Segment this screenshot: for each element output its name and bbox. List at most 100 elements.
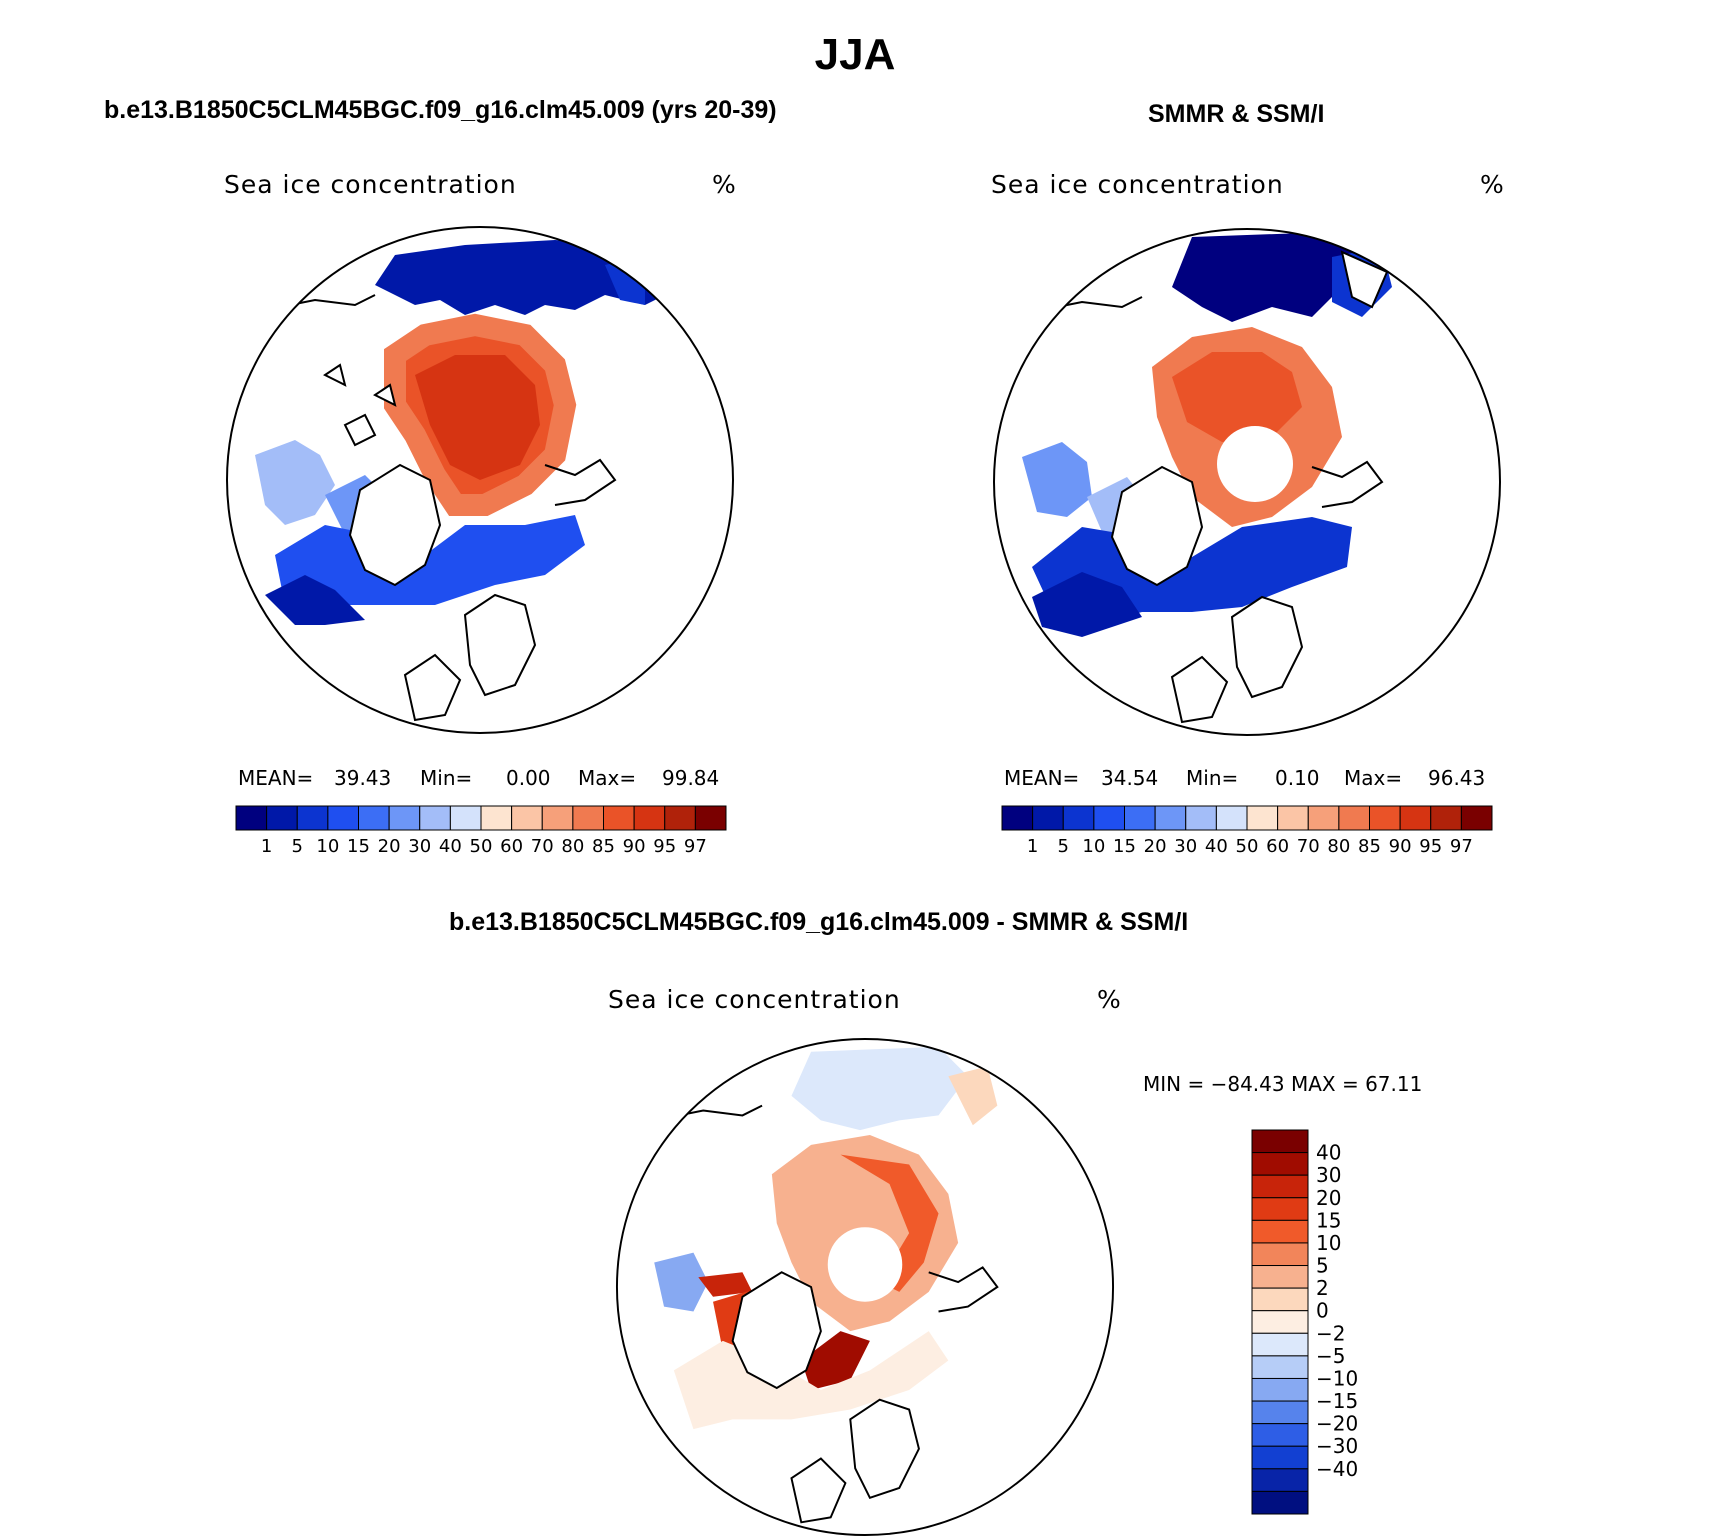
p1-siberia-coast [544, 458, 617, 506]
panel-3-map [615, 1037, 1115, 1537]
cbar1-tick-label: 95 [653, 836, 676, 857]
cbar3-tick-label: 2 [1316, 1276, 1329, 1300]
cbar1-swatch-14 [664, 805, 696, 831]
p2-pacific-ice [1172, 232, 1372, 322]
panel-1-map [226, 226, 734, 734]
cbar3-swatch-16 [1251, 1490, 1309, 1515]
cbar2-swatch-6 [1185, 805, 1217, 831]
p1-europe-coast [403, 653, 462, 722]
panel-2-mean-value: 34.54 [1101, 766, 1159, 790]
p2-bering-land [1340, 250, 1389, 309]
p3-hudson-diff [654, 1252, 709, 1312]
p2-europe-coast [1170, 655, 1229, 724]
p2-scandinavia [1230, 595, 1304, 699]
p1-arch-islands [323, 363, 397, 447]
p1-hudson-ice [255, 440, 335, 525]
cbar2-tick-label: 97 [1450, 836, 1473, 857]
cbar3-swatch-5 [1251, 1242, 1309, 1267]
p1-scandinavia [463, 593, 537, 697]
cbar3-swatch-2 [1251, 1174, 1309, 1199]
cbar3-tick-label: −10 [1316, 1366, 1358, 1390]
p3-scandinavia [849, 1398, 920, 1499]
cbar3-tick-label: 5 [1316, 1254, 1329, 1278]
p3-barents-diff [801, 1331, 870, 1390]
cbar1-swatch-4 [358, 805, 390, 831]
cbar2-tick-label: 80 [1327, 836, 1350, 857]
panel-1-units: % [712, 170, 737, 199]
cbar3-tick-label: −5 [1316, 1344, 1345, 1368]
panel-2-max-label: Max= [1344, 766, 1403, 790]
cbar3-tick-label: 0 [1316, 1299, 1329, 1323]
cbar2-tick-label: 85 [1358, 836, 1381, 857]
cbar1-swatch-5 [388, 805, 421, 831]
cbar2-tick-label: 90 [1389, 836, 1412, 857]
cbar2-swatch-11 [1338, 805, 1370, 831]
p2-arctic-inner [1172, 352, 1302, 442]
cbar1-tick-label: 50 [470, 836, 493, 857]
cbar1-swatch-15 [694, 805, 727, 831]
panel-1-max-label: Max= [578, 766, 637, 790]
cbar2-tick-label: 15 [1113, 836, 1136, 857]
panel-3-title: b.e13.B1850C5CLM45BGC.f09_g16.clm45.009 … [449, 908, 1189, 936]
cbar2-tick-label: 10 [1082, 836, 1105, 857]
cbar1-tick-label: 1 [261, 836, 272, 857]
p1-greenland [348, 463, 442, 587]
cbar1-swatch-0 [235, 805, 268, 831]
cbar1-swatch-8 [480, 805, 513, 831]
cbar3-swatch-12 [1251, 1400, 1309, 1425]
panel-3-minmax: MIN = −84.43 MAX = 67.11 [1143, 1072, 1423, 1096]
cbar1-swatch-7 [449, 805, 482, 831]
cbar1-tick-label: 85 [592, 836, 615, 857]
cbar1-swatch-3 [327, 805, 359, 831]
panel-1-title: b.e13.B1850C5CLM45BGC.f09_g16.clm45.009 … [104, 96, 777, 124]
cbar3-tick-label: −30 [1316, 1434, 1358, 1458]
cbar3-tick-label: 10 [1316, 1231, 1341, 1255]
cbar3-swatch-15 [1251, 1468, 1309, 1492]
cbar1-swatch-11 [572, 805, 604, 831]
p1-pacific-ice [375, 240, 665, 315]
cbar1-tick-label: 10 [316, 836, 339, 857]
panel-2-min-label: Min= [1186, 766, 1239, 790]
panel-1-mean-label: MEAN= [238, 766, 314, 790]
cbar3-swatch-9 [1251, 1332, 1309, 1357]
cbar1-tick-label: 60 [500, 836, 523, 857]
cbar1-tick-label: 97 [684, 836, 707, 857]
cbar2-tick-label: 20 [1144, 836, 1167, 857]
cbar2-swatch-4 [1124, 805, 1156, 831]
p2-siberia-coast [1311, 460, 1384, 508]
cbar2-swatch-9 [1277, 805, 1309, 831]
cbar3-swatch-4 [1251, 1219, 1309, 1244]
cbar1-tick-label: 30 [408, 836, 431, 857]
cbar3-swatch-10 [1251, 1355, 1309, 1379]
p2-greenland [1110, 465, 1204, 587]
cbar3-swatch-3 [1251, 1197, 1309, 1221]
cbar3-tick-label: −15 [1316, 1389, 1358, 1413]
cbar2-swatch-2 [1062, 805, 1095, 831]
p3-pole-hole [827, 1227, 903, 1302]
panel-1-mean-value: 39.43 [334, 766, 392, 790]
cbar1-tick-label: 20 [378, 836, 401, 857]
cbar1-swatch-13 [633, 805, 666, 831]
cbar2-tick-label: 5 [1058, 836, 1069, 857]
cbar3-swatch-1 [1251, 1152, 1309, 1176]
panel-2-title: SMMR & SSM/I [1148, 100, 1325, 128]
cbar2-swatch-7 [1215, 805, 1248, 831]
cbar3-tick-label: 40 [1316, 1141, 1341, 1165]
cbar2-swatch-14 [1430, 805, 1462, 831]
cbar1-swatch-9 [511, 805, 543, 831]
panel-2-map [993, 228, 1501, 736]
cbar2-swatch-12 [1369, 805, 1401, 831]
p2-hudson-ice [1022, 442, 1092, 517]
cbar3-swatch-11 [1251, 1377, 1309, 1402]
cbar2-swatch-15 [1460, 805, 1493, 831]
cbar3-swatch-6 [1251, 1265, 1309, 1289]
cbar3-tick-label: −40 [1316, 1457, 1358, 1481]
cbar2-swatch-8 [1246, 805, 1279, 831]
cbar2-swatch-5 [1154, 805, 1187, 831]
p1-arctic-inner [415, 355, 540, 480]
cbar1-swatch-12 [603, 805, 635, 831]
p3-siberia-coast [928, 1266, 999, 1313]
cbar1-swatch-6 [419, 805, 451, 831]
cbar3-swatch-14 [1251, 1445, 1309, 1470]
